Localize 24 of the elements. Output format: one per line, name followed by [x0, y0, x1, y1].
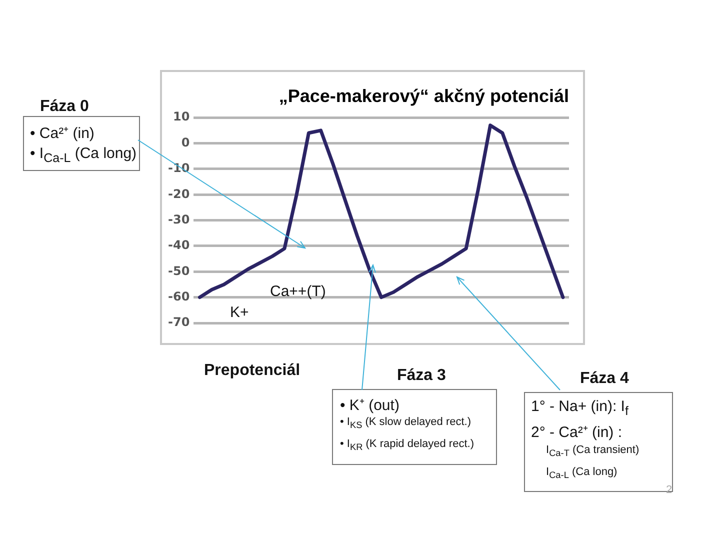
- text: Fáza 3: [397, 367, 446, 385]
- annotation: K+: [230, 304, 249, 321]
- text: • I$_{KS}$ (K slow delayed rect.): [340, 416, 472, 430]
- y-tick-label: -30: [168, 212, 190, 226]
- text: • K⁺ (out): [340, 396, 400, 414]
- text: 1° - Na+ (in): I$_{f}$: [531, 398, 628, 418]
- text: Fáza 0: [40, 98, 89, 116]
- text: I$_{Ca-L}$ (Ca long): [546, 466, 618, 480]
- text: Fáza 4: [580, 370, 629, 388]
- chart-title: „Pace-makerový“ akčný potenciál: [278, 86, 569, 106]
- annotation: Ca++(T): [270, 283, 326, 300]
- text: • I$_{Ca-L}$ (Ca long): [30, 145, 137, 165]
- text: • Ca²⁺ (in): [30, 124, 94, 142]
- y-tick-label: -20: [168, 186, 190, 201]
- y-tick-label: -60: [168, 289, 190, 304]
- y-tick-label: 10: [172, 110, 190, 124]
- y-tick-label: -70: [168, 315, 190, 330]
- text: • I$_{KR}$ (K rapid delayed rect.): [340, 438, 474, 452]
- y-tick-label: -40: [168, 238, 190, 252]
- text: Prepotenciál: [204, 362, 300, 380]
- y-tick-label: -50: [168, 264, 190, 278]
- text: 2° - Ca²⁺ (in) :: [531, 423, 622, 441]
- text: I$_{Ca-T}$ (Ca transient): [546, 444, 640, 458]
- y-tick-label: 0: [181, 135, 190, 150]
